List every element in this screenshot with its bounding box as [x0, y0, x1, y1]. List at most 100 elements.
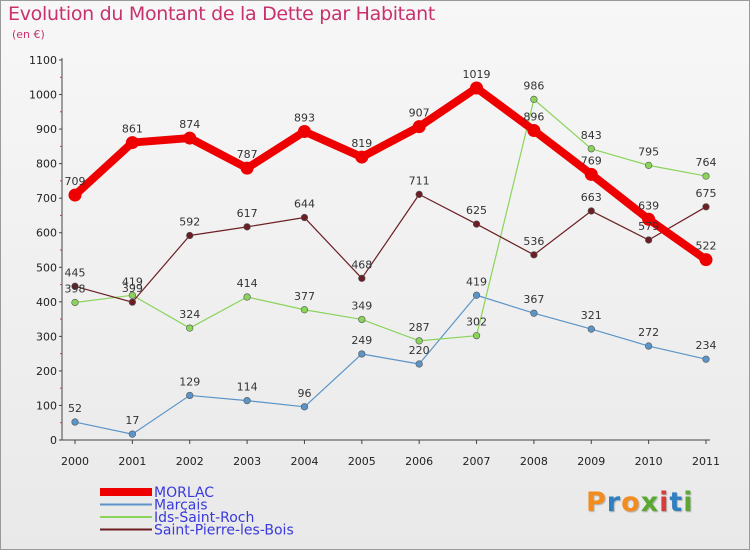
data-label: 419 [122, 275, 143, 288]
data-point [125, 136, 139, 150]
data-point [68, 188, 82, 202]
data-point [702, 172, 710, 180]
data-label: 367 [523, 293, 544, 306]
data-point [128, 298, 136, 306]
data-label: 644 [294, 198, 315, 211]
data-point [186, 324, 194, 332]
data-label: 249 [351, 334, 372, 347]
data-point [472, 291, 481, 299]
data-label: 52 [68, 402, 82, 415]
data-label: 114 [237, 381, 258, 394]
y-tick-label: 600 [36, 227, 57, 240]
data-point [186, 391, 194, 400]
data-point [358, 274, 366, 282]
chart-title: Evolution du Montant de la Dette par Hab… [8, 3, 436, 25]
data-label: 234 [696, 339, 717, 352]
series-line-saint-pierre-les-bois [74, 193, 707, 303]
y-tick-label: 400 [36, 296, 57, 309]
y-tick-label: 0 [50, 434, 57, 447]
data-point [358, 350, 366, 358]
data-label: 414 [237, 277, 258, 290]
data-label: 17 [125, 414, 139, 427]
x-tick-label: 2006 [405, 455, 433, 468]
data-label: 522 [696, 240, 717, 253]
data-label: 96 [297, 387, 311, 400]
data-label: 321 [581, 309, 602, 322]
data-label: 377 [294, 290, 315, 303]
data-label: 711 [409, 174, 430, 187]
data-point [71, 282, 79, 290]
data-point [587, 207, 595, 215]
y-tick-label: 800 [36, 158, 57, 171]
data-label: 764 [696, 156, 717, 169]
data-point [183, 131, 197, 145]
legend-label: Marçais [154, 498, 208, 514]
data-point [297, 125, 311, 139]
data-point [530, 309, 538, 317]
y-tick-label: 100 [36, 399, 57, 412]
data-point [300, 306, 309, 314]
data-point [584, 167, 598, 181]
logo-letter: x [640, 487, 660, 518]
data-label: 861 [122, 123, 143, 136]
data-label: 663 [581, 191, 602, 204]
data-point [128, 291, 136, 299]
data-label: 709 [65, 175, 86, 188]
data-label: 579 [638, 220, 659, 233]
data-point [243, 223, 251, 231]
x-tick-label: 2007 [463, 455, 491, 468]
logo-letter: t [669, 487, 684, 518]
data-point [645, 342, 653, 350]
logo-letter: i [683, 487, 694, 518]
data-point [699, 253, 713, 267]
data-label: 445 [65, 266, 86, 279]
data-point [702, 355, 710, 363]
x-tick-label: 2000 [61, 455, 89, 468]
data-point [186, 231, 194, 240]
data-label: 468 [351, 258, 372, 271]
y-tick-label: 700 [36, 192, 57, 205]
logo-letter: o [621, 487, 641, 518]
series-line-morlac [71, 83, 710, 264]
data-label: 907 [409, 107, 430, 120]
series-line-mar-ais [74, 294, 707, 435]
x-tick-label: 2001 [118, 455, 146, 468]
y-tick-label: 1100 [29, 54, 57, 67]
data-point [355, 150, 369, 164]
x-tick-label: 2004 [290, 455, 318, 468]
legend-label: MORLAC [154, 485, 214, 501]
legend-label: Saint-Pierre-les-Bois [154, 523, 294, 539]
data-label: 129 [179, 375, 200, 388]
data-label: 324 [179, 308, 200, 321]
data-label: 419 [466, 275, 487, 288]
y-tick-label: 300 [36, 330, 57, 343]
data-point [642, 212, 656, 226]
data-label: 896 [523, 110, 544, 123]
data-label: 625 [466, 204, 487, 217]
x-tick-label: 2010 [635, 455, 663, 468]
x-tick-label: 2003 [233, 455, 261, 468]
x-tick-label: 2009 [577, 455, 605, 468]
data-label: 272 [638, 326, 659, 339]
data-label: 639 [638, 199, 659, 212]
data-point [300, 213, 309, 222]
data-point [415, 337, 423, 345]
data-point [645, 236, 653, 244]
y-tick-label: 900 [36, 123, 57, 136]
proxiti-logo: Proxiti [586, 487, 694, 518]
y-tick-label: 500 [36, 261, 57, 274]
data-label: 769 [581, 154, 602, 167]
data-label: 399 [122, 282, 143, 295]
data-point [530, 95, 538, 103]
legend-label: Ids-Saint-Roch [154, 510, 254, 526]
data-label: 787 [237, 148, 258, 161]
data-point [530, 251, 538, 259]
x-tick-label: 2008 [520, 455, 548, 468]
data-label: 874 [179, 118, 200, 131]
data-label: 302 [466, 316, 487, 329]
data-point [243, 293, 251, 301]
data-label: 675 [696, 187, 717, 200]
y-tick-label: 200 [36, 365, 57, 378]
data-point [702, 203, 710, 211]
